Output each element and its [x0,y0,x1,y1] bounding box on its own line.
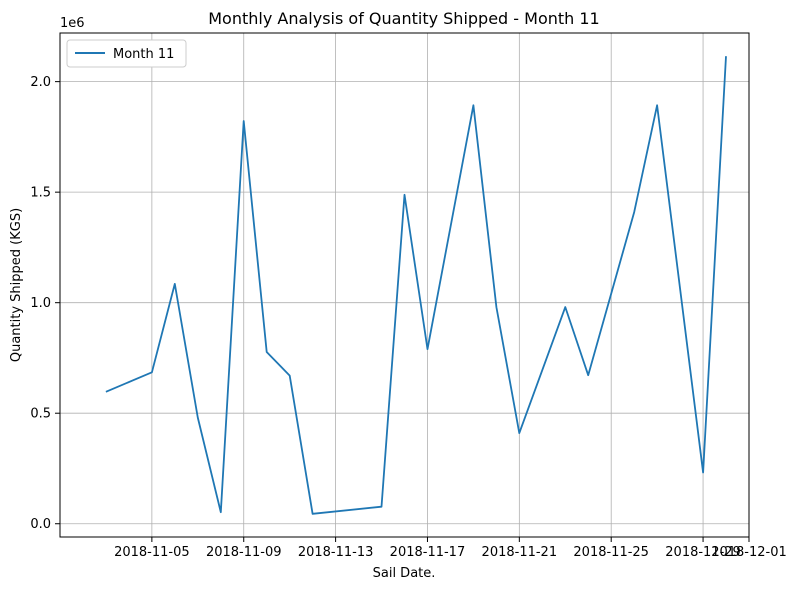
x-tick-label: 2018-11-17 [390,545,466,560]
y-axis: 0.0 0.5 1.0 1.5 2.0 [30,75,60,532]
plot-frame [59,32,750,538]
y-offset-label: 1e6 [60,16,85,31]
x-tick-label: 2018-11-21 [482,545,558,560]
legend-label: Month 11 [113,47,174,62]
y-tick-label: 0.0 [30,517,51,532]
legend-frame [66,39,187,68]
x-tick-label: 2018-11-05 [114,545,190,560]
x-tick-label: 2018-11-29 [665,545,741,560]
grid-lines [60,33,750,537]
x-tick-label: 2018-11-25 [573,545,649,560]
legend: Month 11 [66,39,187,68]
x-tick-label: 2018-12-01 [711,545,787,560]
y-axis-label: Quantity Shipped (KGS) [9,208,24,362]
series-layer [105,56,727,515]
y-tick-label: 1.0 [30,296,51,311]
x-tick-label: 2018-11-13 [298,545,374,560]
y-tick-label: 2.0 [30,75,51,90]
y-tick-label: 0.5 [30,407,51,422]
x-tick-label: 2018-11-09 [206,545,282,560]
x-axis-label: Sail Date. [373,566,436,581]
x-axis: 2018-11-05 2018-11-09 2018-11-13 2018-11-17… [114,537,787,560]
series-line [105,56,727,515]
y-tick-label: 1.5 [30,186,51,201]
chart-title: Monthly Analysis of Quantity Shipped - M… [208,9,599,28]
